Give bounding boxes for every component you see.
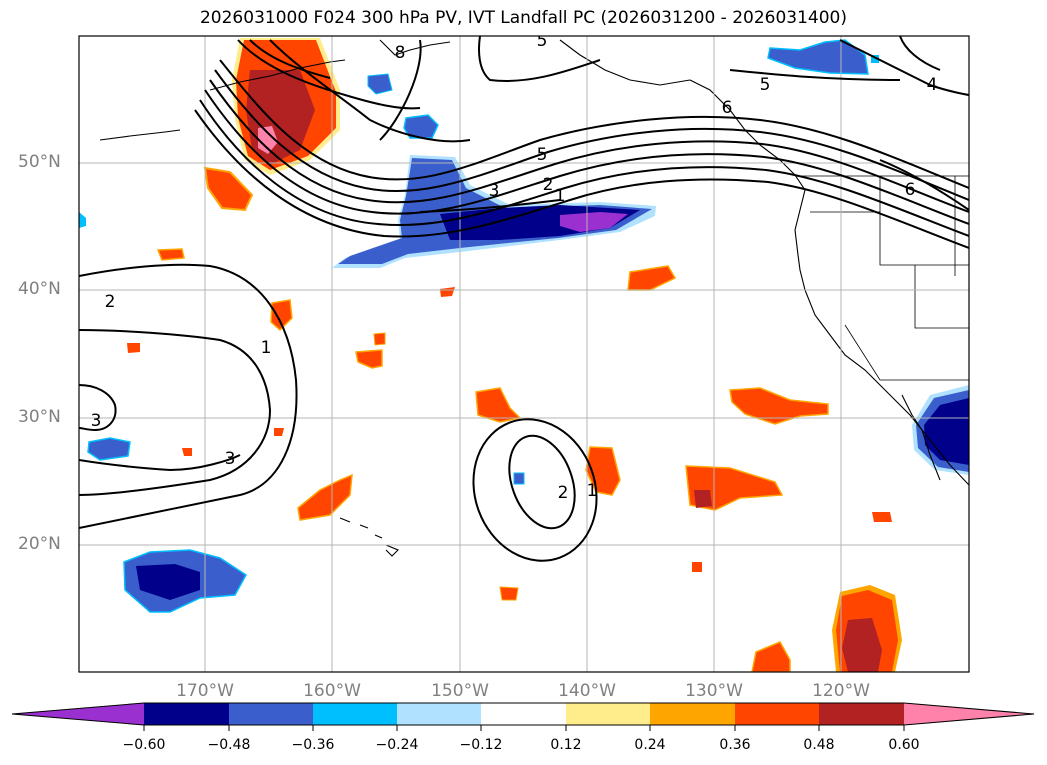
- lon-label-140w: 140°W: [558, 681, 616, 701]
- lon-label-130w: 130°W: [685, 681, 743, 701]
- colorbar-tick-label: −0.24: [375, 737, 419, 753]
- colorbar: [11, 702, 1035, 731]
- colorbar-bin: [313, 703, 397, 725]
- colorbar-bin: [481, 703, 566, 725]
- colorbar-min-extend: [12, 703, 144, 725]
- contour-label: 1: [555, 186, 566, 206]
- lat-label-30n: 30°N: [18, 407, 61, 427]
- contour-label: 3: [225, 449, 236, 469]
- contour-label: 5: [760, 75, 771, 95]
- colorbar-tick-label: 0.36: [719, 737, 751, 753]
- contour-label: 8: [395, 43, 406, 63]
- map-title: 2026031000 F024 300 hPa PV, IVT Landfall…: [199, 8, 847, 28]
- colorbar-tick-label: −0.36: [291, 737, 335, 753]
- contour-label: 2: [105, 292, 116, 312]
- pv-contours: [79, 36, 969, 562]
- colorbar-tick-label: 0.12: [550, 737, 582, 753]
- contour-label: 4: [927, 75, 938, 95]
- lat-label-20n: 20°N: [18, 534, 61, 554]
- coastlines: [99, 39, 969, 557]
- lat-label-50n: 50°N: [18, 152, 61, 172]
- contour-label: 2: [558, 483, 569, 503]
- contour-label: 6: [722, 98, 733, 118]
- contour-label: 1: [261, 338, 272, 358]
- colorbar-tick-label: −0.48: [207, 737, 251, 753]
- colorbar-bin: [819, 703, 904, 725]
- contour-label: 5: [537, 145, 548, 165]
- contour-label: 5: [537, 31, 548, 51]
- lon-label-160w: 160°W: [303, 681, 361, 701]
- lat-label-40n: 40°N: [18, 279, 61, 299]
- contour-label: 3: [489, 181, 500, 201]
- map-frame: [78, 35, 970, 673]
- contour-label: 2: [543, 175, 554, 195]
- contour-label: 6: [905, 180, 916, 200]
- lon-label-120w: 120°W: [812, 681, 870, 701]
- map-area: 5 8 5 4 6 5 3 2 1 6 2 1 3 3 2 1: [79, 31, 969, 672]
- colorbar-tick-label: −0.60: [122, 737, 166, 753]
- colorbar-tick-label: −0.12: [459, 737, 503, 753]
- negative-anomaly-fill: [79, 39, 969, 613]
- contour-label: 3: [91, 411, 102, 431]
- lon-label-150w: 150°W: [431, 681, 489, 701]
- colorbar-bin: [397, 703, 481, 725]
- colorbar-max-extend: [904, 703, 1034, 725]
- colorbar-tick-label: 0.60: [888, 737, 920, 753]
- colorbar-bin: [229, 703, 313, 725]
- contour-label: 1: [587, 481, 598, 501]
- colorbar-bin: [735, 703, 819, 725]
- colorbar-tick-label: 0.48: [803, 737, 835, 753]
- lon-label-170w: 170°W: [176, 681, 234, 701]
- colorbar-bin: [566, 703, 650, 725]
- colorbar-bin: [650, 703, 735, 725]
- colorbar-tick-label: 0.24: [634, 737, 666, 753]
- colorbar-bin: [144, 703, 229, 725]
- contour-labels: 5 8 5 4 6 5 3 2 1 6 2 1 3 3 2 1: [91, 31, 938, 503]
